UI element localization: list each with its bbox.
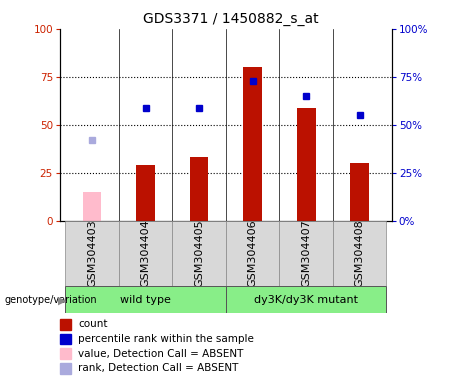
- Bar: [279, 221, 333, 286]
- Bar: [172, 221, 226, 286]
- Bar: [83, 192, 101, 221]
- Text: value, Detection Call = ABSENT: value, Detection Call = ABSENT: [78, 349, 244, 359]
- Bar: [226, 286, 386, 313]
- Bar: [65, 221, 119, 286]
- Text: GDS3371 / 1450882_s_at: GDS3371 / 1450882_s_at: [143, 12, 318, 25]
- Text: GSM304405: GSM304405: [194, 220, 204, 287]
- Text: GSM304407: GSM304407: [301, 220, 311, 287]
- Bar: [136, 165, 155, 221]
- Bar: [297, 108, 316, 221]
- Bar: [119, 221, 172, 286]
- Text: genotype/variation: genotype/variation: [5, 295, 97, 305]
- Text: GSM304408: GSM304408: [355, 220, 365, 287]
- Text: percentile rank within the sample: percentile rank within the sample: [78, 334, 254, 344]
- Text: count: count: [78, 319, 108, 329]
- Bar: [65, 286, 226, 313]
- Bar: [333, 221, 386, 286]
- Text: GSM304406: GSM304406: [248, 220, 258, 287]
- Bar: [226, 221, 279, 286]
- Text: GSM304403: GSM304403: [87, 220, 97, 287]
- Text: ▶: ▶: [58, 295, 66, 305]
- Text: GSM304404: GSM304404: [141, 220, 151, 287]
- Text: dy3K/dy3K mutant: dy3K/dy3K mutant: [254, 295, 358, 305]
- Text: rank, Detection Call = ABSENT: rank, Detection Call = ABSENT: [78, 363, 239, 373]
- Text: wild type: wild type: [120, 295, 171, 305]
- Bar: [190, 157, 208, 221]
- Bar: [350, 163, 369, 221]
- Bar: [243, 67, 262, 221]
